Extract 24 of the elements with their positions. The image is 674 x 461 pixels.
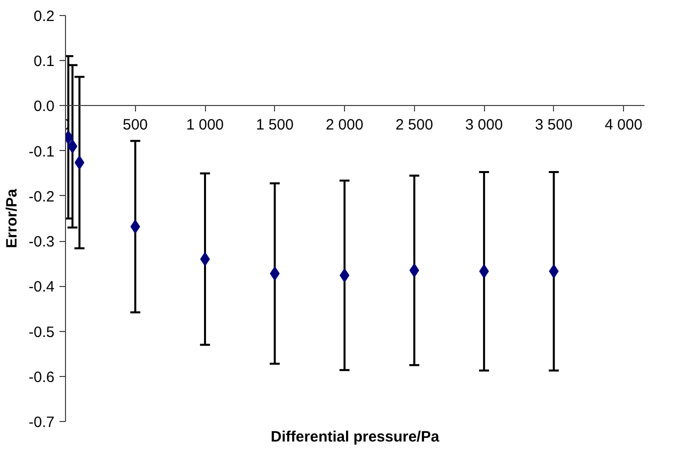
- x-tick-label: 3 000: [465, 116, 503, 134]
- point: [270, 266, 280, 281]
- y-tick-label: -0.4: [28, 278, 55, 296]
- y-tick-label: -0.3: [28, 234, 55, 251]
- y-tick-label: -0.1: [28, 143, 55, 160]
- y-tick-label: 0.0: [34, 98, 55, 116]
- x-tick-label: 2 000: [326, 116, 364, 134]
- y-tick-label: -0.5: [28, 324, 55, 341]
- y-axis-title: Error/Pa: [4, 188, 21, 248]
- x-tick-label: 1 500: [256, 116, 294, 134]
- x-tick-label: 1 000: [186, 116, 224, 134]
- point: [548, 264, 559, 278]
- x-tick-label: 3 500: [535, 116, 573, 134]
- y-tick-label: -0.7: [28, 414, 55, 431]
- y-tick-label: -0.6: [28, 368, 55, 386]
- y-tick-label: -0.2: [28, 188, 55, 206]
- y-tick-label: 0.1: [34, 53, 55, 70]
- x-tick-label: 500: [122, 116, 148, 134]
- x-tick-label: 4 000: [604, 116, 642, 134]
- point: [130, 220, 140, 234]
- x-axis-title: Differential pressure/Pa: [270, 428, 440, 446]
- point: [409, 263, 420, 278]
- y-tick-label: 0.2: [34, 8, 55, 25]
- x-tick-label: 2 500: [396, 116, 434, 134]
